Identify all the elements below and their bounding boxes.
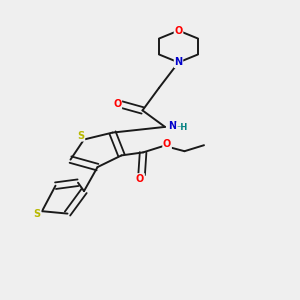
Text: O: O xyxy=(136,174,144,184)
Text: ⁻H: ⁻H xyxy=(177,123,188,132)
Text: O: O xyxy=(113,99,122,109)
Text: O: O xyxy=(163,139,171,149)
Text: S: S xyxy=(77,131,85,141)
Text: O: O xyxy=(174,26,183,36)
Text: S: S xyxy=(34,209,41,219)
Text: N: N xyxy=(168,121,177,131)
Text: N: N xyxy=(174,57,183,68)
